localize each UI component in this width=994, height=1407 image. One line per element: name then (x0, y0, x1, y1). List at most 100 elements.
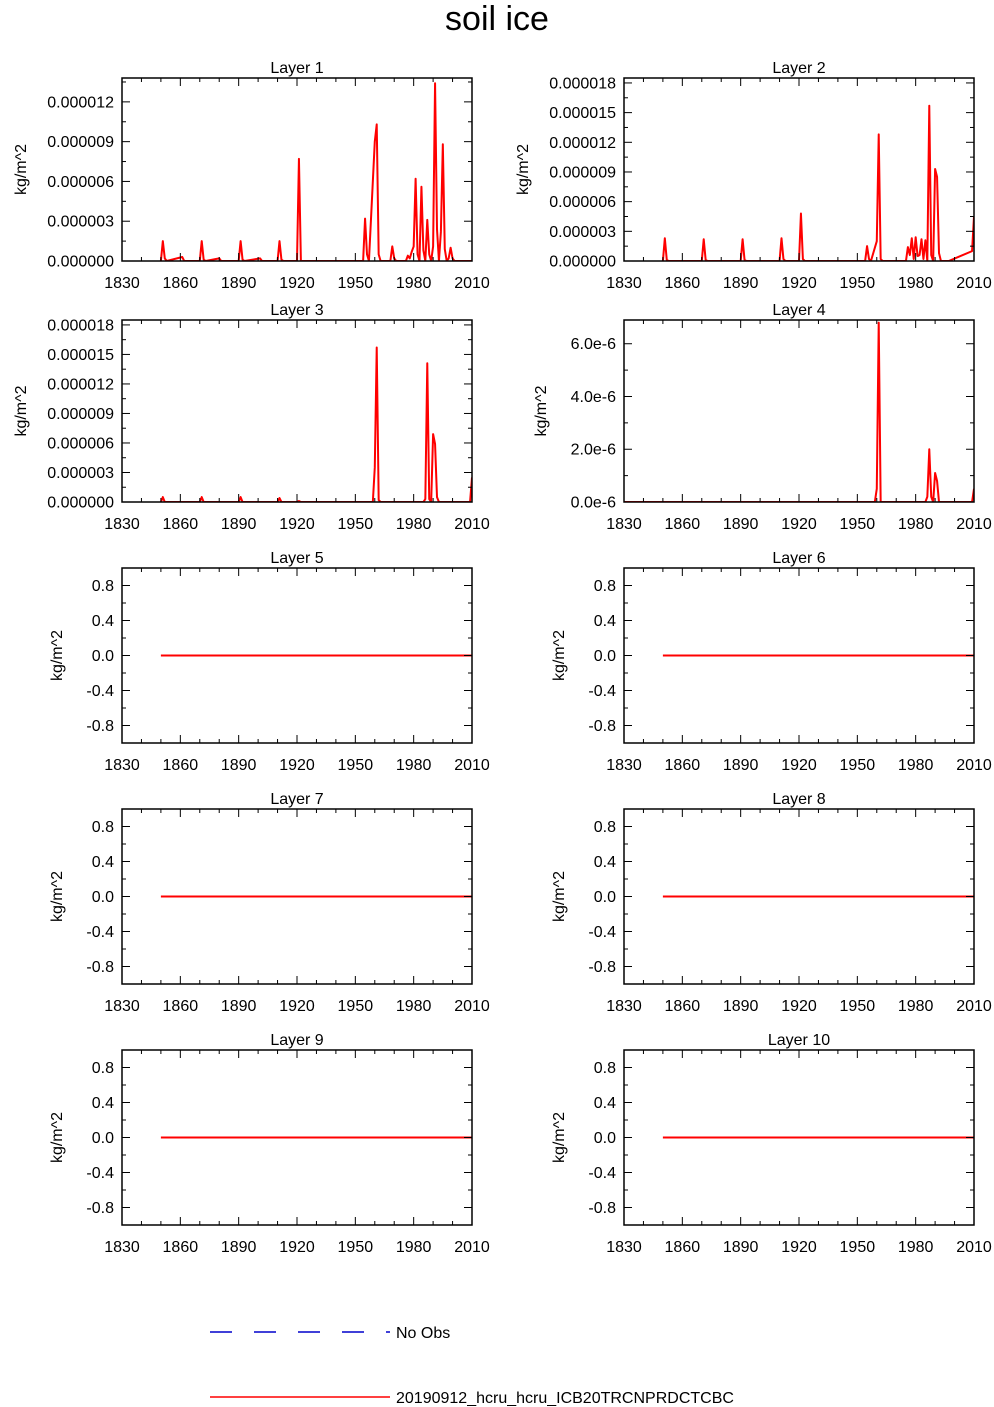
y-axis-label-layer-9: kg/m^2 (49, 1112, 66, 1163)
y-tick-label-layer-1: 0.000012 (47, 94, 114, 111)
x-tick-label-layer-4: 1890 (723, 516, 759, 533)
panel-title-layer-6: Layer 6 (772, 550, 825, 567)
y-tick-label-layer-4: 0.0e-6 (571, 495, 616, 512)
x-tick-label-layer-5: 2010 (454, 757, 490, 774)
y-tick-label-layer-3: 0.000015 (47, 347, 114, 364)
y-tick-label-layer-4: 6.0e-6 (571, 336, 616, 353)
x-tick-label-layer-1: 1980 (396, 275, 432, 292)
panel-layer-8: 1830 1860 1890 1920 1950 1980 2010 -0.8 -0.4 0.0 0… (551, 791, 992, 1015)
x-tick-label-layer-9: 1890 (221, 1239, 257, 1256)
y-tick-label-layer-2: 0.000012 (549, 135, 616, 152)
x-tick-label-layer-10: 1830 (606, 1239, 642, 1256)
y-tick-label-layer-8: -0.8 (588, 959, 616, 976)
x-tick-label-layer-2: 1830 (606, 275, 642, 292)
x-tick-label-layer-8: 1950 (840, 998, 876, 1015)
y-tick-label-layer-1: 0.000006 (47, 174, 114, 191)
y-tick-label-layer-4: 4.0e-6 (571, 389, 616, 406)
y-axis-label-layer-8: kg/m^2 (551, 871, 568, 922)
x-tick-label-layer-6: 1950 (840, 757, 876, 774)
y-tick-label-layer-3: 0.000003 (47, 465, 114, 482)
x-tick-label-layer-3: 1920 (279, 516, 315, 533)
y-tick-label-layer-10: 0.0 (594, 1130, 616, 1147)
x-tick-label-layer-3: 1890 (221, 516, 257, 533)
panel-title-layer-10: Layer 10 (768, 1032, 830, 1049)
panel-layer-1: 1830 1860 1890 1920 1950 1980 2010 0.000000 0.00… (13, 60, 490, 292)
x-tick-label-layer-4: 1860 (665, 516, 701, 533)
y-axis-label-layer-3: kg/m^2 (13, 385, 30, 436)
panel-layer-7: 1830 1860 1890 1920 1950 1980 2010 -0.8 -0.4 0.0 0… (49, 791, 490, 1015)
x-tick-label-layer-7: 1890 (221, 998, 257, 1015)
y-tick-label-layer-5: -0.8 (86, 718, 114, 735)
y-tick-label-layer-5: -0.4 (86, 683, 114, 700)
panel-layer-9: 1830 1860 1890 1920 1950 1980 2010 -0.8 -0.4 0.0 0… (49, 1032, 490, 1256)
y-tick-label-layer-7: -0.8 (86, 959, 114, 976)
x-tick-label-layer-8: 1860 (665, 998, 701, 1015)
y-tick-label-layer-9: -0.4 (86, 1165, 114, 1182)
y-tick-label-layer-3: 0.000012 (47, 376, 114, 393)
y-axis-label-layer-4: kg/m^2 (533, 385, 550, 436)
y-tick-label-layer-8: 0.4 (594, 854, 616, 871)
panel-layer-10: 1830 1860 1890 1920 1950 1980 2010 -0.8 -0.4 0.0 0… (551, 1032, 992, 1256)
y-tick-label-layer-6: 0.8 (594, 578, 616, 595)
x-tick-label-layer-5: 1830 (104, 757, 140, 774)
x-tick-label-layer-8: 1890 (723, 998, 759, 1015)
x-tick-label-layer-10: 1890 (723, 1239, 759, 1256)
y-tick-label-layer-6: -0.8 (588, 718, 616, 735)
x-tick-label-layer-7: 2010 (454, 998, 490, 1015)
legend-label-no-obs: No Obs (396, 1325, 450, 1342)
panel-title-layer-3: Layer 3 (270, 302, 323, 319)
x-tick-label-layer-9: 1830 (104, 1239, 140, 1256)
x-tick-label-layer-8: 1830 (606, 998, 642, 1015)
x-tick-label-layer-5: 1860 (163, 757, 199, 774)
x-tick-label-layer-10: 1980 (898, 1239, 934, 1256)
y-tick-label-layer-5: 0.4 (92, 613, 114, 630)
x-tick-label-layer-7: 1920 (279, 998, 315, 1015)
x-tick-label-layer-2: 1860 (665, 275, 701, 292)
y-tick-label-layer-8: -0.4 (588, 924, 616, 941)
x-tick-label-layer-3: 2010 (454, 516, 490, 533)
panel-title-layer-4: Layer 4 (772, 302, 825, 319)
x-tick-label-layer-3: 1950 (338, 516, 374, 533)
x-tick-label-layer-6: 2010 (956, 757, 992, 774)
x-tick-label-layer-6: 1890 (723, 757, 759, 774)
x-tick-label-layer-3: 1830 (104, 516, 140, 533)
panel-title-layer-5: Layer 5 (270, 550, 323, 567)
x-tick-label-layer-10: 2010 (956, 1239, 992, 1256)
y-tick-label-layer-9: 0.4 (92, 1095, 114, 1112)
y-tick-label-layer-2: 0.000018 (549, 75, 616, 92)
x-tick-label-layer-6: 1920 (781, 757, 817, 774)
y-axis-label-layer-10: kg/m^2 (551, 1112, 568, 1163)
y-tick-label-layer-7: -0.4 (86, 924, 114, 941)
y-tick-label-layer-2: 0.000015 (549, 105, 616, 122)
plot-frame-layer-4 (623, 319, 975, 503)
x-tick-label-layer-1: 2010 (454, 275, 490, 292)
y-tick-label-layer-3: 0.000006 (47, 435, 114, 452)
panel-layer-5: 1830 1860 1890 1920 1950 1980 2010 -0.8 -0.4 0.0 0… (49, 550, 490, 774)
x-tick-label-layer-5: 1980 (396, 757, 432, 774)
panel-title-layer-1: Layer 1 (270, 60, 323, 77)
plot-frame-layer-2 (623, 77, 975, 262)
panel-title-layer-8: Layer 8 (772, 791, 825, 808)
x-tick-label-layer-3: 1860 (163, 516, 199, 533)
legend-label-model: 20190912_hcru_hcru_ICB20TRCNPRDCTCBC (396, 1390, 734, 1407)
panel-layer-3: 1830 1860 1890 1920 1950 1980 2010 0.000000 0.00… (13, 302, 490, 533)
x-tick-label-layer-2: 1980 (898, 275, 934, 292)
y-tick-label-layer-10: -0.8 (588, 1200, 616, 1217)
y-tick-label-layer-1: 0.000009 (47, 134, 114, 151)
x-tick-label-layer-1: 1950 (338, 275, 374, 292)
y-tick-label-layer-1: 0.000000 (47, 254, 114, 271)
x-tick-label-layer-10: 1860 (665, 1239, 701, 1256)
x-tick-label-layer-5: 1950 (338, 757, 374, 774)
x-tick-label-layer-9: 2010 (454, 1239, 490, 1256)
x-tick-label-layer-6: 1860 (665, 757, 701, 774)
x-tick-label-layer-2: 1920 (781, 275, 817, 292)
y-tick-label-layer-10: -0.4 (588, 1165, 616, 1182)
x-tick-label-layer-4: 1830 (606, 516, 642, 533)
y-tick-label-layer-8: 0.0 (594, 889, 616, 906)
x-tick-label-layer-9: 1860 (163, 1239, 199, 1256)
x-tick-label-layer-2: 1890 (723, 275, 759, 292)
x-tick-label-layer-7: 1980 (396, 998, 432, 1015)
y-tick-label-layer-2: 0.000006 (549, 194, 616, 211)
panel-title-layer-9: Layer 9 (270, 1032, 323, 1049)
